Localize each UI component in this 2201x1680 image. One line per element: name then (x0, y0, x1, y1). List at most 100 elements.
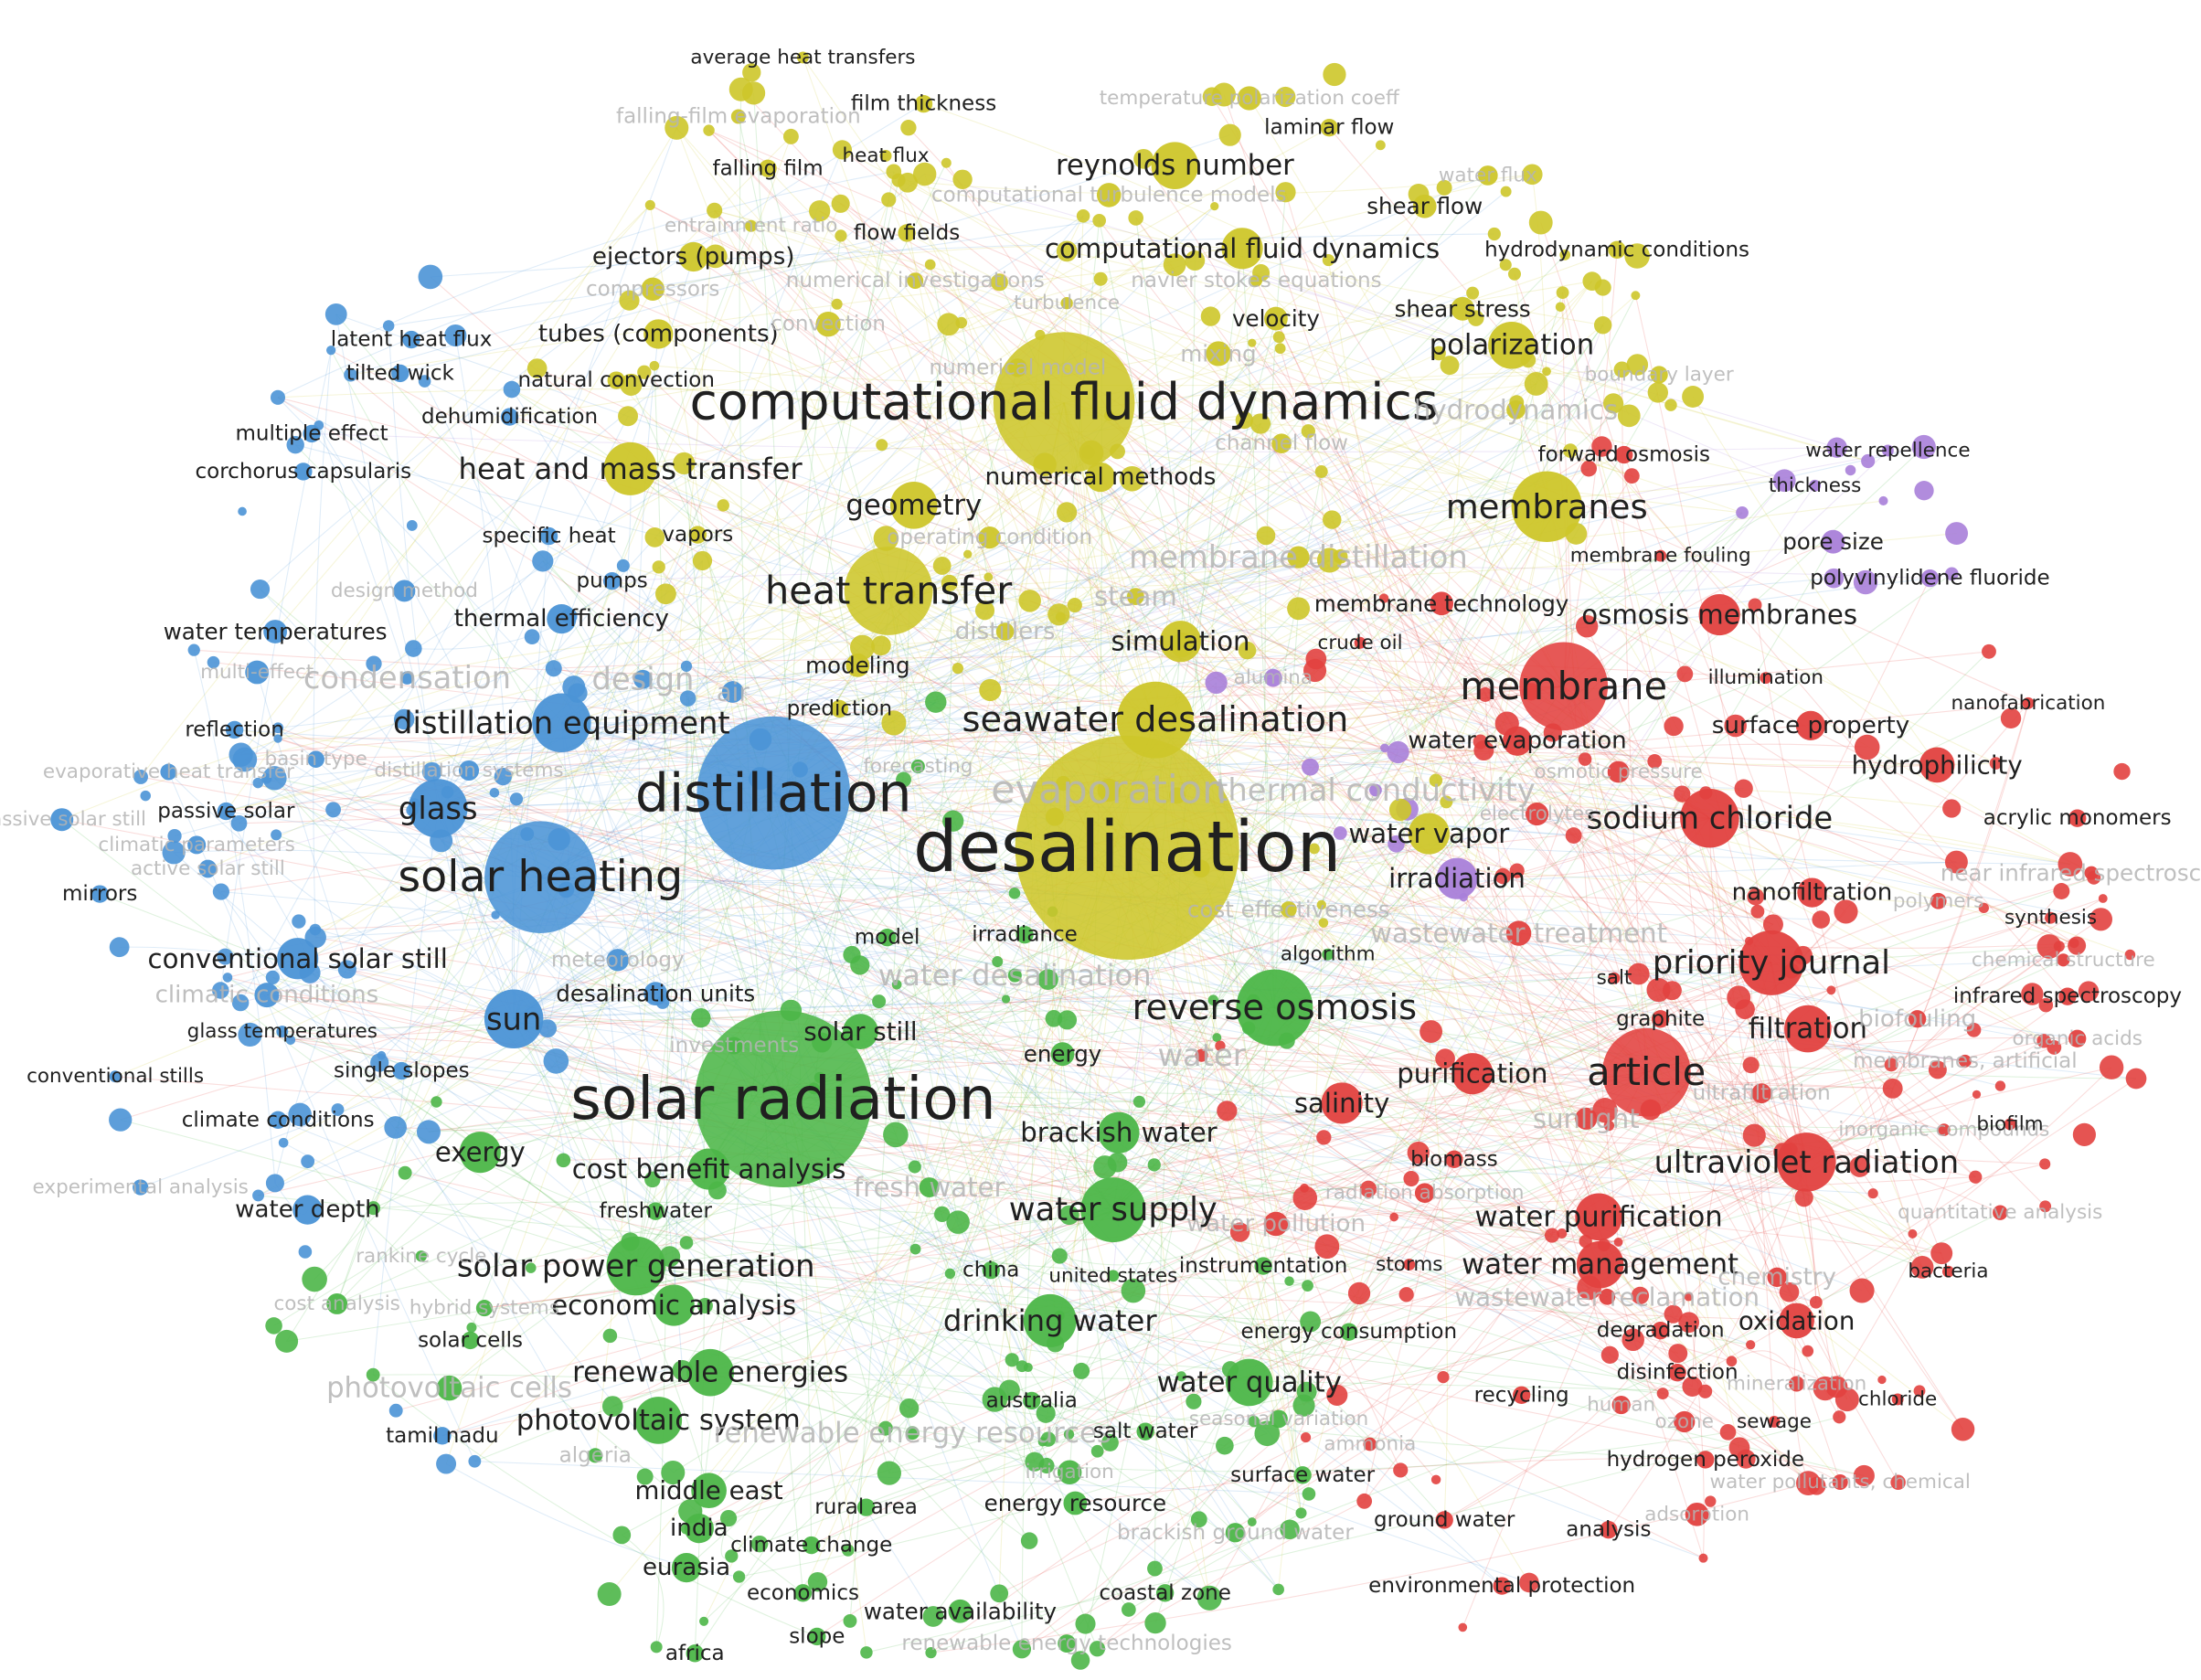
minor-node (1238, 641, 1257, 660)
node (898, 224, 916, 242)
node (691, 1473, 727, 1509)
edge (1321, 904, 1647, 1073)
edge (373, 1201, 942, 1215)
minor-node (2057, 852, 2083, 877)
node (633, 669, 653, 689)
edge (1315, 658, 1554, 733)
minor-node (1023, 1362, 1033, 1373)
node-label: forward osmosis (1537, 443, 1710, 467)
minor-node (1059, 1205, 1079, 1226)
edge (1097, 1161, 1807, 1650)
minor-node (2000, 707, 2022, 729)
edge (437, 415, 629, 809)
minor-node (140, 790, 151, 802)
node (808, 1627, 826, 1646)
minor-node (922, 1606, 944, 1627)
edge (1298, 608, 1759, 912)
node-label: nanofiltration (1732, 879, 1893, 907)
edge (635, 560, 704, 1267)
edge (513, 1018, 1249, 1383)
minor-node (680, 660, 693, 673)
edge (952, 821, 998, 962)
minor-node (1494, 867, 1512, 885)
edge (1646, 917, 2051, 1073)
minor-node (525, 1262, 537, 1273)
node-label: osmotic pressure (1534, 760, 1702, 783)
minor-node (1524, 372, 1548, 396)
edge (1112, 767, 1311, 1210)
edge (540, 359, 1529, 878)
minor-node (222, 973, 233, 983)
node-label: salt (1597, 967, 1632, 990)
minor-node (1802, 1345, 1814, 1357)
node-label: multi-effect (200, 661, 314, 684)
node (1575, 1107, 1598, 1130)
node (2084, 866, 2099, 880)
edge (888, 500, 1884, 591)
edge (540, 877, 1693, 1388)
node-label: ultrafiltration (1693, 1081, 1831, 1105)
minor-node (1359, 1180, 1377, 1198)
minor-node (1676, 665, 1694, 683)
edge (336, 962, 1772, 1305)
edge (1127, 846, 1984, 909)
edge (930, 898, 2104, 1653)
node (458, 760, 480, 782)
edge (862, 646, 1647, 1073)
edge (445, 1463, 739, 1578)
minor-node (388, 1403, 403, 1418)
minor-node (891, 979, 902, 990)
node-label: membrane fouling (1570, 545, 1751, 568)
node-label: cost effectiveness (1187, 897, 1390, 923)
edge (274, 205, 651, 633)
minor-node (324, 303, 347, 325)
minor-node (325, 802, 342, 818)
edge (372, 808, 439, 1376)
node (392, 1061, 410, 1080)
minor-node (1403, 1170, 1419, 1187)
node-label: acrylic monomers (1983, 806, 2172, 830)
node-label: polyvinylidene fluoride (1810, 567, 2049, 590)
minor-node (1796, 1471, 1821, 1495)
edge (1511, 345, 1938, 766)
edge (700, 292, 1473, 1019)
node-label: near infrared spectroscopy (1940, 860, 2201, 887)
edge (1289, 1281, 1664, 1395)
minor-node (984, 572, 994, 582)
edge (314, 959, 619, 1280)
minor-node (1388, 798, 1412, 822)
edge (622, 565, 1156, 721)
edge (1066, 303, 1532, 693)
edge (898, 180, 1119, 1163)
node-label: mineralization (1727, 1373, 1866, 1396)
node (843, 1014, 878, 1049)
edge (1256, 280, 1565, 687)
minor-node (405, 640, 422, 657)
node-label: film thickness (851, 92, 996, 116)
minor-node (1674, 785, 1691, 803)
edge (561, 219, 1100, 724)
minor-node (1274, 343, 1286, 355)
node (436, 1375, 463, 1401)
node (225, 720, 244, 739)
node-label: distillation equipment (393, 705, 730, 740)
node (1015, 925, 1034, 944)
minor-node (1440, 795, 1453, 809)
node-label: condensation (303, 660, 511, 696)
minor-node (673, 452, 696, 475)
edge (881, 370, 1547, 446)
minor-node (1834, 899, 1858, 924)
minor-node (707, 202, 723, 218)
minor-node (1235, 410, 1254, 430)
minor-node (2039, 1158, 2051, 1170)
node (1751, 1083, 1772, 1104)
edge (1339, 324, 1604, 834)
node (1779, 1303, 1814, 1339)
edge (404, 174, 926, 591)
edge (167, 771, 475, 1462)
minor-node (1519, 1572, 1539, 1593)
minor-node (1292, 1186, 1318, 1211)
node-label: cost benefit analysis (572, 1154, 846, 1185)
edge (1709, 817, 2078, 947)
edge (430, 233, 1494, 278)
